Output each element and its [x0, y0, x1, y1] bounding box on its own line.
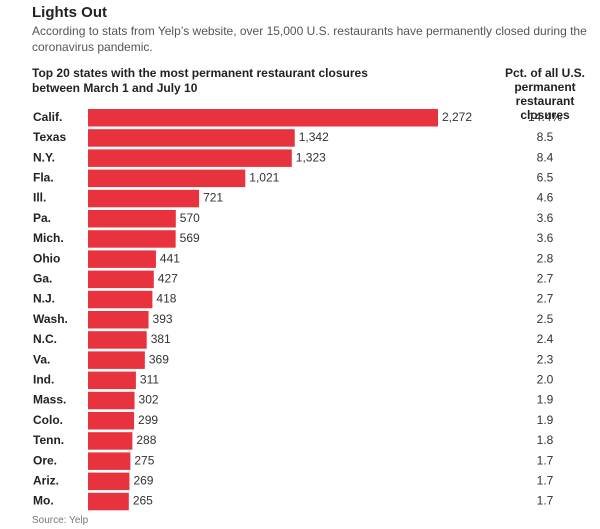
- bar: [88, 432, 133, 450]
- value-label: 1,021: [249, 171, 279, 185]
- value-label: 2,272: [442, 110, 472, 124]
- value-label: 265: [133, 494, 153, 508]
- bar: [88, 371, 136, 390]
- value-label: 369: [149, 352, 169, 366]
- value-label: 418: [156, 292, 176, 306]
- pct-label: 1.9: [537, 393, 554, 407]
- value-label: 299: [138, 413, 158, 427]
- category-label: Mass.: [33, 393, 66, 407]
- pct-label: 8.5: [537, 130, 554, 144]
- category-label: Colo.: [33, 413, 63, 427]
- bar: [88, 149, 292, 167]
- bar: [88, 169, 246, 188]
- bar: [88, 492, 129, 511]
- category-label: Wash.: [33, 312, 68, 326]
- category-label: Ore.: [33, 453, 57, 467]
- pct-label: 2.3: [537, 352, 554, 366]
- bar: [88, 391, 135, 410]
- pct-label: 2.7: [537, 292, 554, 306]
- category-label: Ariz.: [33, 474, 59, 488]
- category-label: N.J.: [33, 292, 55, 306]
- pct-label: 1.9: [537, 413, 554, 427]
- value-label: 721: [203, 191, 223, 205]
- chart-title: Lights Out: [32, 4, 107, 21]
- bar: [88, 452, 131, 470]
- category-label: Pa.: [33, 211, 51, 225]
- value-label: 288: [136, 433, 156, 447]
- category-label: Texas: [33, 130, 66, 144]
- value-label: 441: [160, 251, 180, 265]
- category-label: Va.: [33, 352, 50, 366]
- pct-label: 8.4: [537, 150, 554, 164]
- value-label: 275: [134, 453, 154, 467]
- category-label: Mich.: [33, 231, 64, 245]
- pct-label: 2.8: [537, 251, 554, 265]
- bar: [88, 250, 156, 268]
- category-label: Ga.: [33, 272, 52, 286]
- chart-heading: Top 20 states with the most permanent re…: [32, 66, 368, 95]
- bar: [88, 311, 149, 329]
- pct-label: 2.4: [537, 332, 554, 346]
- pct-label: 14.4%: [528, 110, 562, 124]
- category-label: Ohio: [33, 251, 60, 265]
- pct-label: 2.5: [537, 312, 554, 326]
- chart-subtitle: According to stats from Yelp’s website, …: [32, 24, 587, 54]
- pct-label: 2.7: [537, 272, 554, 286]
- pct-label: 1.7: [537, 494, 554, 508]
- value-label: 570: [180, 211, 200, 225]
- category-label: N.C.: [33, 332, 57, 346]
- pct-label: 6.5: [537, 171, 554, 185]
- bar: [88, 472, 130, 491]
- value-label: 1,323: [296, 150, 326, 164]
- bar: [88, 331, 147, 349]
- value-label: 393: [153, 312, 173, 326]
- bar: [88, 210, 176, 228]
- pct-label: 3.6: [537, 231, 554, 245]
- pct-label: 4.6: [537, 191, 554, 205]
- value-label: 269: [133, 474, 153, 488]
- bar: [88, 109, 438, 127]
- category-label: Tenn.: [33, 433, 64, 447]
- category-label: Ind.: [33, 373, 54, 387]
- category-label: Ill.: [33, 191, 46, 205]
- category-label: Calif.: [33, 110, 62, 124]
- pct-label: 1.8: [537, 433, 554, 447]
- bar: [88, 412, 135, 430]
- bar: [88, 290, 153, 309]
- bar: [88, 129, 295, 147]
- value-label: 569: [180, 231, 200, 245]
- pct-label: 3.6: [537, 211, 554, 225]
- bar: [88, 189, 200, 208]
- bar: [88, 230, 176, 248]
- category-label: N.Y.: [33, 150, 55, 164]
- bar: [88, 270, 154, 289]
- value-label: 311: [140, 373, 159, 387]
- category-label: Fla.: [33, 171, 54, 185]
- category-label: Mo.: [33, 494, 54, 508]
- pct-label: 1.7: [537, 474, 554, 488]
- pct-column-heading: Pct. of all U.S. permanent restaurant cl…: [504, 66, 585, 122]
- source-note: Source: Yelp: [32, 515, 89, 526]
- value-label: 302: [139, 393, 159, 407]
- pct-label: 2.0: [537, 373, 554, 387]
- value-label: 1,342: [299, 130, 329, 144]
- pct-label: 1.7: [537, 453, 554, 467]
- value-label: 381: [151, 332, 171, 346]
- value-label: 427: [158, 272, 178, 286]
- bar: [88, 351, 145, 369]
